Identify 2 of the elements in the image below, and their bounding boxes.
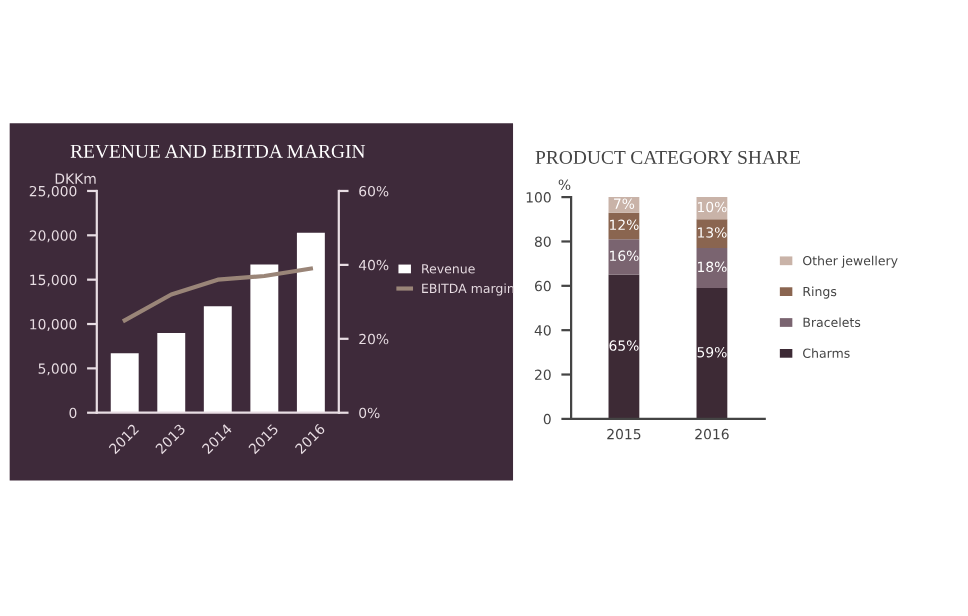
chart-title: REVENUE AND EBITDA MARGIN xyxy=(70,144,366,158)
chart-title: PRODUCT CATEGORY SHARE xyxy=(535,150,800,164)
